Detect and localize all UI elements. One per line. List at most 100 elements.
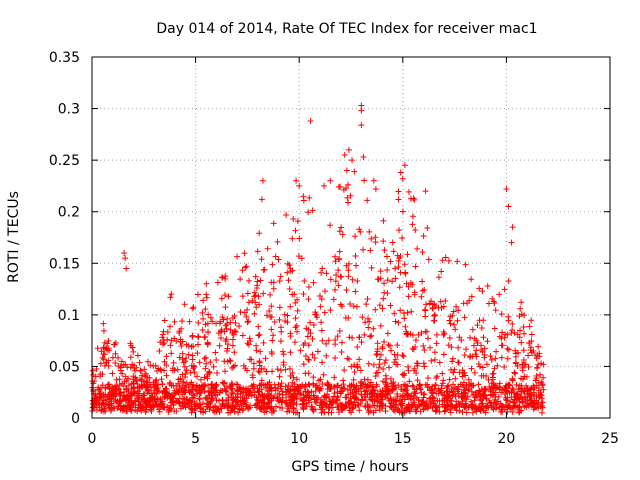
data-point bbox=[130, 389, 137, 396]
data-point bbox=[167, 342, 174, 349]
data-point bbox=[472, 394, 479, 401]
data-point bbox=[179, 371, 186, 378]
data-point bbox=[153, 401, 160, 408]
data-point bbox=[306, 194, 313, 201]
data-point bbox=[362, 402, 369, 409]
data-point bbox=[429, 305, 436, 312]
data-point bbox=[249, 374, 256, 381]
data-point bbox=[445, 342, 452, 349]
data-point bbox=[505, 317, 512, 324]
data-point bbox=[345, 273, 352, 280]
data-point bbox=[136, 390, 143, 397]
data-point bbox=[405, 367, 412, 374]
data-point bbox=[510, 399, 517, 406]
data-point bbox=[460, 383, 467, 390]
data-point bbox=[181, 363, 188, 370]
data-point bbox=[268, 303, 275, 310]
data-point bbox=[265, 394, 272, 401]
data-point bbox=[468, 365, 475, 372]
data-point bbox=[355, 402, 362, 409]
data-point bbox=[171, 335, 178, 342]
data-point bbox=[410, 383, 417, 390]
data-point bbox=[163, 362, 170, 369]
data-point bbox=[196, 396, 203, 403]
data-point bbox=[498, 354, 505, 361]
data-point bbox=[227, 358, 234, 365]
data-point bbox=[300, 291, 307, 298]
data-point bbox=[200, 297, 207, 304]
data-point bbox=[134, 395, 141, 402]
data-point bbox=[251, 289, 258, 296]
data-point bbox=[178, 343, 185, 350]
data-point bbox=[354, 278, 361, 285]
data-point bbox=[239, 293, 246, 300]
data-point bbox=[241, 395, 248, 402]
data-point bbox=[496, 291, 503, 298]
data-point bbox=[174, 366, 181, 373]
data-point bbox=[478, 324, 485, 331]
data-point bbox=[460, 300, 467, 307]
data-point bbox=[307, 330, 314, 337]
data-point bbox=[305, 209, 312, 216]
data-point bbox=[268, 409, 275, 416]
data-point bbox=[255, 332, 262, 339]
data-point bbox=[482, 409, 489, 416]
data-point bbox=[368, 264, 375, 271]
data-point bbox=[115, 354, 122, 361]
data-point bbox=[512, 370, 519, 377]
data-point bbox=[253, 402, 260, 409]
data-point bbox=[176, 387, 183, 394]
data-point bbox=[345, 181, 352, 188]
data-point bbox=[470, 342, 477, 349]
data-point bbox=[276, 373, 283, 380]
data-point bbox=[422, 307, 429, 314]
data-point bbox=[333, 271, 340, 278]
data-point bbox=[421, 286, 428, 293]
data-point bbox=[540, 386, 547, 393]
data-point bbox=[465, 376, 472, 383]
data-point bbox=[379, 393, 386, 400]
data-point bbox=[381, 289, 388, 296]
data-point bbox=[294, 218, 301, 225]
data-point bbox=[244, 340, 251, 347]
data-point bbox=[478, 397, 485, 404]
data-point bbox=[102, 384, 109, 391]
data-point bbox=[246, 335, 253, 342]
data-point bbox=[180, 395, 187, 402]
data-point bbox=[246, 277, 253, 284]
data-point bbox=[326, 404, 333, 411]
data-point bbox=[462, 261, 469, 268]
data-point bbox=[247, 387, 254, 394]
data-point bbox=[302, 370, 309, 377]
data-point bbox=[287, 265, 294, 272]
data-point bbox=[97, 373, 104, 380]
data-point bbox=[190, 304, 197, 311]
data-point bbox=[258, 377, 265, 384]
data-point bbox=[397, 169, 404, 176]
data-point bbox=[461, 392, 468, 399]
data-point bbox=[402, 387, 409, 394]
data-point bbox=[202, 333, 209, 340]
data-point bbox=[367, 247, 374, 254]
data-point bbox=[168, 399, 175, 406]
data-point bbox=[112, 339, 119, 346]
data-point bbox=[202, 394, 209, 401]
data-point bbox=[305, 296, 312, 303]
data-point bbox=[159, 381, 166, 388]
data-point bbox=[479, 400, 486, 407]
data-point bbox=[338, 224, 345, 231]
data-point bbox=[189, 305, 196, 312]
data-point bbox=[114, 405, 121, 412]
data-point bbox=[373, 381, 380, 388]
data-point bbox=[242, 365, 249, 372]
data-point bbox=[361, 376, 368, 383]
data-point bbox=[123, 265, 130, 272]
data-point bbox=[263, 408, 270, 415]
data-point bbox=[207, 359, 214, 366]
data-point bbox=[332, 354, 339, 361]
data-point bbox=[372, 306, 379, 313]
data-point bbox=[338, 348, 345, 355]
y-tick-label: 0.35 bbox=[49, 50, 80, 66]
data-point bbox=[334, 394, 341, 401]
data-point bbox=[288, 394, 295, 401]
